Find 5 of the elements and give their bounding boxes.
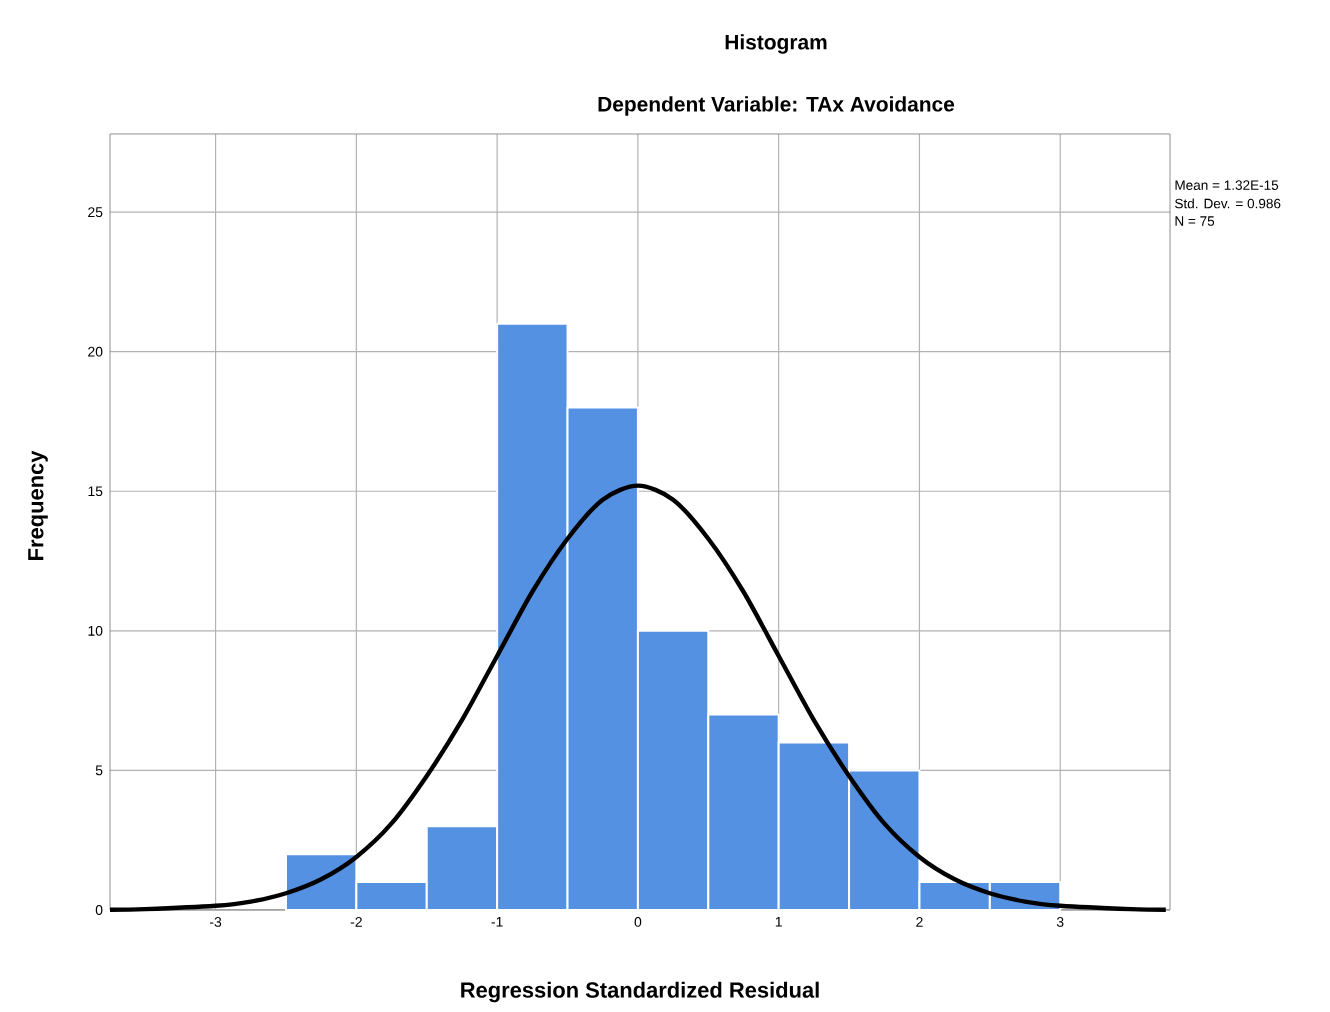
x-axis-title: Regression Standardized Residual — [461, 981, 819, 1003]
chart-subtitle: Dependent Variable: TAx Avoidance — [598, 96, 955, 116]
y-axis-title: Frequency — [28, 450, 48, 560]
chart-title: Histogram — [725, 34, 827, 54]
line-series — [107, 483, 1168, 912]
